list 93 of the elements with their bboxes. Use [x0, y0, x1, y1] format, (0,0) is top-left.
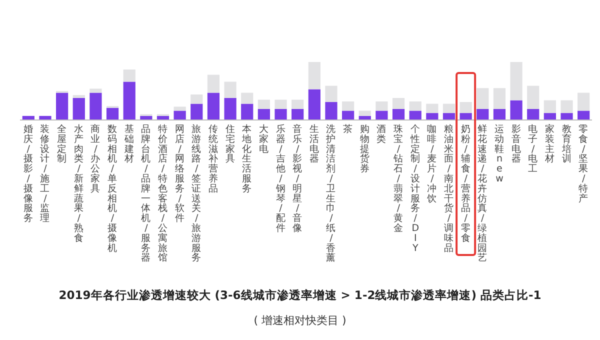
- bar: [56, 92, 68, 120]
- bar: [123, 70, 136, 82]
- text: 2019年各行业渗透增速较大 (3-6线城市渗透率增速 > 1-2线城市渗透率增速) 品类占比-1: [58, 288, 542, 302]
- bar: [476, 108, 489, 120]
- bar: [409, 110, 422, 120]
- x-tick-label: 咖啡/麦片/冲饮: [426, 123, 438, 204]
- x-tick-label: 酒类: [376, 123, 387, 145]
- category-label: 鲜花速递/花卉仿真/绿植园艺: [478, 124, 488, 264]
- x-tick-label: 本地化生活服务: [241, 123, 252, 194]
- bar: [90, 92, 102, 120]
- bar: [325, 86, 338, 102]
- bar: [90, 88, 102, 93]
- bar: [527, 86, 540, 109]
- x-tick-label: 运动鞋new: [494, 123, 504, 184]
- category-label: 品牌台机/品牌一体机/服务器: [141, 124, 152, 264]
- bar: [460, 113, 472, 120]
- bar: [426, 104, 438, 114]
- x-tick-label: 家装主材: [544, 123, 555, 165]
- category-label: 旅游线路/签证送关/旅游服务: [192, 124, 202, 264]
- category-label: 奶粉/辅食/营养品/零食: [460, 124, 471, 244]
- bar: [442, 104, 456, 114]
- bar: [325, 102, 338, 120]
- bar: [106, 108, 119, 120]
- x-tick-label: 茶: [343, 123, 354, 135]
- bar: [174, 106, 186, 111]
- category-label: 洗护清洁剂/卫生巾/纸/香薰: [326, 124, 336, 264]
- bar: [224, 82, 236, 98]
- category-label: 个性定制/设计服务/DIY: [410, 124, 420, 254]
- bar: [292, 100, 304, 109]
- bar: [207, 92, 220, 120]
- category-label: 音乐/影视/明星/音像: [292, 124, 303, 234]
- bar: [241, 104, 254, 120]
- category-label: 装修设计/施工/监理: [40, 124, 50, 224]
- bar: [476, 88, 489, 109]
- bar: [190, 104, 203, 120]
- x-tick-label: 传统滋补营养品: [208, 124, 218, 194]
- bar: [358, 110, 371, 116]
- category-label: 网店/网络服务/软件: [174, 124, 185, 224]
- bar: [376, 110, 388, 120]
- x-tick-label: 电子/电工: [528, 123, 538, 175]
- bar: [376, 101, 388, 111]
- bar: [510, 62, 522, 100]
- bar: [392, 98, 405, 109]
- x-tick-label: 生活电器: [309, 123, 320, 165]
- bar: [409, 101, 422, 111]
- x-tick-label: 商业/办公家具: [90, 123, 101, 194]
- bar: [224, 98, 236, 120]
- bar: [292, 108, 304, 120]
- bar: [174, 110, 186, 120]
- category-label: 婚庆/摄影/摄像服务: [23, 124, 34, 224]
- x-tick-label: 全屋定制: [57, 123, 68, 165]
- bar: [527, 108, 540, 120]
- bar: [460, 102, 472, 114]
- bar: [493, 88, 506, 109]
- bar: [241, 92, 254, 104]
- bar: [72, 98, 85, 120]
- category-label: 数码相机/单反相机/摄像机: [108, 124, 118, 254]
- bar: [308, 62, 320, 90]
- x-tick-label: 零食/坚果/特产: [578, 124, 589, 204]
- category-label: 珠宝/钻石/翡翠/黄金: [394, 124, 404, 234]
- bar: [493, 108, 506, 120]
- x-tick-label: 住宅家具: [225, 124, 236, 165]
- category-label: 特价酒店/特色客栈/公寓旅馆: [158, 124, 168, 264]
- x-tick-label: 教育培训: [560, 124, 572, 165]
- bar: [72, 95, 85, 98]
- bar: [544, 100, 556, 114]
- bar: [207, 74, 220, 93]
- x-tick-label: 大家电: [258, 123, 269, 155]
- bar: [342, 110, 354, 120]
- bar: [510, 100, 522, 120]
- bar: [123, 82, 136, 120]
- bar: [342, 101, 354, 111]
- bar: [258, 108, 270, 120]
- x-tick-label: 影音电器: [511, 123, 522, 165]
- category-label: 粮油米面/南北干货/调味品: [444, 124, 454, 254]
- bar: [578, 110, 590, 120]
- bar: [190, 94, 203, 104]
- category-label: 水产肉类/新鲜蔬果/熟食: [74, 124, 84, 244]
- bar: [392, 108, 405, 120]
- x-tick-label: 购物提货券: [360, 124, 370, 175]
- bar: [426, 113, 438, 120]
- bar: [544, 113, 556, 120]
- bar: [560, 113, 573, 120]
- bar: [578, 92, 590, 111]
- bar: [274, 108, 287, 120]
- bar: [560, 100, 573, 114]
- bar: [258, 100, 270, 109]
- x-tick-label: 基础建材: [123, 123, 134, 165]
- bar: [308, 89, 320, 120]
- text: ( 增速相对快类目 ): [254, 314, 346, 327]
- bar: [442, 113, 456, 120]
- category-label: 乐器/吉他/钢琴/配件: [276, 124, 286, 234]
- bar: [274, 100, 287, 109]
